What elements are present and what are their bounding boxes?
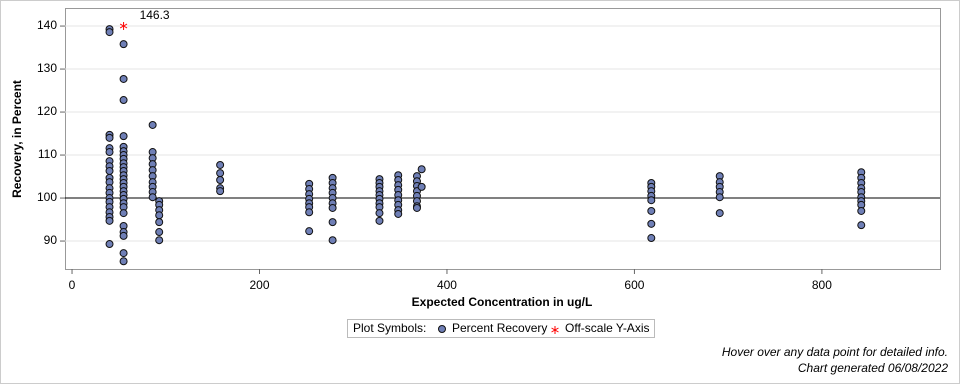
data-point[interactable] (647, 206, 656, 215)
legend-box (347, 319, 655, 338)
footer-text: Hover over any data point for detailed i… (722, 345, 948, 359)
data-point[interactable] (119, 40, 128, 49)
x-tick-label: 600 (624, 278, 644, 292)
data-point[interactable] (105, 28, 114, 37)
data-point[interactable] (119, 231, 128, 240)
data-point[interactable] (155, 236, 164, 245)
data-point[interactable] (857, 206, 866, 215)
data-point[interactable] (119, 74, 128, 83)
x-tick-label: 400 (437, 278, 457, 292)
data-point[interactable] (155, 228, 164, 237)
data-point[interactable] (328, 236, 337, 245)
data-point[interactable] (105, 133, 114, 142)
data-point[interactable] (148, 120, 157, 129)
data-point[interactable] (715, 209, 724, 218)
y-tick-label: 90 (44, 233, 58, 247)
data-point[interactable] (148, 193, 157, 202)
data-point[interactable] (155, 218, 164, 227)
data-point[interactable] (375, 209, 384, 218)
data-point[interactable] (328, 218, 337, 227)
x-axis-label: Expected Concentration in ug/L (412, 295, 593, 309)
data-point[interactable] (105, 166, 114, 175)
legend-title: Plot Symbols: (353, 321, 426, 335)
data-point[interactable] (394, 209, 403, 218)
star-stroke (119, 23, 128, 29)
y-tick-label: 120 (37, 104, 57, 118)
data-point[interactable] (647, 234, 656, 243)
data-point[interactable] (647, 219, 656, 228)
plot-area (65, 8, 941, 270)
data-point[interactable] (857, 221, 866, 230)
offscale-marker[interactable] (119, 22, 128, 30)
data-point[interactable] (375, 216, 384, 225)
data-point[interactable] (647, 196, 656, 205)
y-axis-label: Recovery, in Percent (10, 80, 24, 198)
data-point[interactable] (216, 175, 225, 184)
data-point[interactable] (715, 193, 724, 202)
data-point[interactable] (119, 132, 128, 141)
legend-label: Off-scale Y-Axis (565, 321, 649, 335)
offscale-marker[interactable] (551, 326, 559, 334)
data-point[interactable] (216, 160, 225, 169)
data-point[interactable] (155, 211, 164, 220)
data-point[interactable] (119, 257, 128, 266)
data-point[interactable] (119, 209, 128, 218)
footer-text: Chart generated 06/08/2022 (798, 361, 948, 375)
x-tick-label: 0 (69, 278, 76, 292)
data-point[interactable] (105, 148, 114, 157)
legend-label: Percent Recovery (452, 321, 547, 335)
data-point[interactable] (119, 249, 128, 258)
data-point[interactable] (305, 208, 314, 217)
offscale-label: 146.3 (140, 8, 170, 22)
data-point[interactable] (412, 203, 421, 212)
data-point[interactable] (105, 216, 114, 225)
x-tick-label: 800 (812, 278, 832, 292)
legend-marker (438, 325, 446, 333)
data-point[interactable] (119, 96, 128, 105)
data-point[interactable] (417, 165, 426, 174)
x-tick-label: 200 (249, 278, 269, 292)
data-point[interactable] (216, 169, 225, 178)
data-point[interactable] (305, 227, 314, 236)
star-stroke (551, 327, 559, 333)
data-point[interactable] (417, 182, 426, 191)
y-tick-label: 130 (37, 61, 57, 75)
data-point[interactable] (328, 203, 337, 212)
y-tick-label: 110 (38, 147, 57, 161)
y-tick-label: 140 (37, 18, 57, 32)
y-tick-label: 100 (37, 190, 57, 204)
data-point[interactable] (216, 187, 225, 196)
data-point[interactable] (105, 240, 114, 249)
